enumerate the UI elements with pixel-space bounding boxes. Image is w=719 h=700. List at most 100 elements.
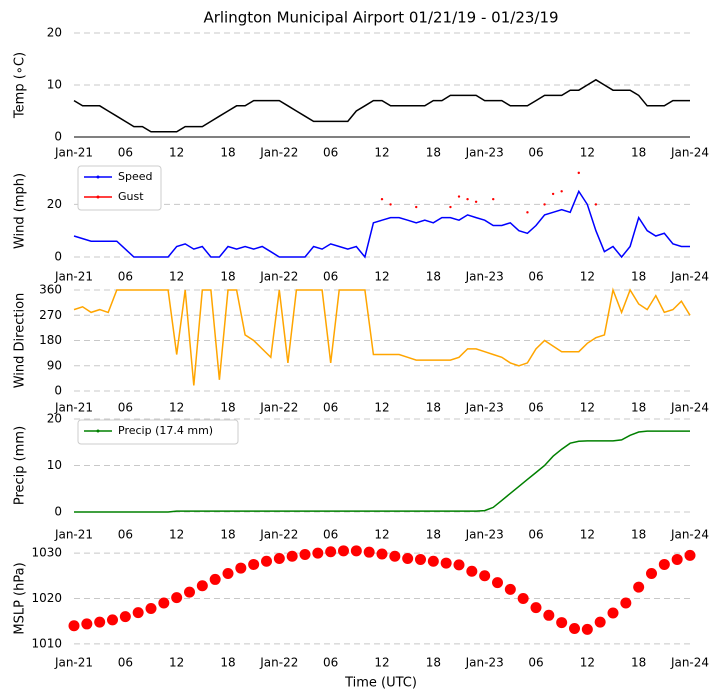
x-tick-label: 18: [631, 528, 646, 542]
x-tick-label: 12: [580, 270, 595, 284]
chart-title: Arlington Municipal Airport 01/21/19 - 0…: [203, 9, 558, 27]
data-point: [415, 205, 418, 209]
data-point: [556, 617, 568, 629]
data-point: [158, 597, 170, 609]
x-tick-label: 12: [169, 656, 184, 670]
data-point: [286, 550, 298, 562]
y-axis-label: MSLP (hPa): [13, 562, 28, 634]
data-point: [107, 614, 118, 626]
x-tick-label: 12: [580, 656, 595, 670]
legend-label: Gust: [118, 190, 144, 203]
x-axis-label: Time (UTC): [344, 676, 417, 691]
x-tick-label: 06: [323, 146, 338, 160]
x-tick-label: 18: [220, 528, 235, 542]
data-point: [530, 602, 542, 614]
x-tick-label: 12: [580, 528, 595, 542]
x-tick-label: 12: [374, 401, 389, 415]
data-point: [338, 545, 349, 557]
x-tick-label: 06: [118, 656, 133, 670]
series-line: [73, 78, 690, 133]
data-point: [526, 211, 529, 214]
data-point: [474, 200, 478, 203]
x-tick-label: 18: [426, 401, 441, 415]
data-point: [633, 581, 645, 593]
data-point: [479, 570, 491, 582]
y-tick-label: 0: [54, 130, 62, 144]
data-point: [350, 545, 362, 557]
x-tick-label: Jan-22: [259, 270, 298, 284]
x-tick-label: 06: [323, 270, 338, 284]
x-tick-label: Jan-23: [465, 656, 504, 670]
data-point: [235, 562, 247, 574]
x-tick-label: Jan-23: [465, 528, 504, 542]
data-point: [119, 611, 131, 623]
data-point: [427, 555, 439, 567]
data-point: [415, 553, 426, 565]
data-point: [551, 192, 555, 196]
x-tick-label: 06: [528, 270, 543, 284]
y-tick-label: 360: [39, 283, 62, 297]
y-tick-label: 20: [47, 412, 62, 426]
x-tick-label: Jan-23: [465, 270, 504, 284]
data-point: [543, 609, 555, 621]
data-point: [684, 549, 696, 561]
x-tick-label: 18: [220, 401, 235, 415]
y-tick-label: 0: [54, 505, 62, 519]
data-point: [607, 607, 619, 619]
data-point: [517, 593, 529, 604]
data-point: [466, 565, 478, 577]
data-point: [171, 592, 183, 604]
data-point: [594, 203, 598, 206]
x-tick-label: Jan-22: [259, 146, 298, 160]
data-point: [453, 559, 465, 571]
x-tick-label: Jan-21: [54, 528, 93, 542]
data-point: [389, 203, 392, 206]
x-tick-label: 06: [118, 146, 133, 160]
data-point: [402, 553, 414, 565]
x-tick-label: Jan-22: [259, 528, 298, 542]
x-tick-label: Jan-24: [670, 401, 709, 415]
x-tick-label: 12: [169, 528, 184, 542]
series-line: [73, 287, 691, 386]
series-line: [73, 189, 690, 259]
x-tick-label: 12: [169, 270, 184, 284]
data-point: [261, 555, 272, 567]
data-point: [457, 195, 461, 198]
data-point: [389, 550, 401, 562]
x-tick-label: 18: [631, 401, 646, 415]
x-tick-label: 18: [631, 146, 646, 160]
x-tick-label: Jan-24: [670, 528, 709, 542]
data-point: [440, 557, 452, 569]
legend-label: Precip (17.4 mm): [118, 424, 213, 437]
legend-marker: [96, 429, 100, 433]
x-tick-label: 18: [220, 656, 235, 670]
x-tick-label: 12: [580, 146, 595, 160]
data-point: [145, 602, 157, 614]
data-point: [273, 553, 285, 565]
x-tick-label: 06: [323, 401, 338, 415]
y-tick-label: 180: [39, 333, 62, 347]
x-tick-label: 12: [169, 146, 184, 160]
data-point: [671, 553, 683, 565]
x-tick-label: Jan-24: [670, 270, 709, 284]
x-tick-label: 06: [118, 270, 133, 284]
x-tick-label: Jan-24: [670, 146, 709, 160]
x-tick-label: 06: [323, 528, 338, 542]
y-tick-label: 20: [47, 26, 62, 40]
x-tick-label: 18: [426, 270, 441, 284]
legend-box: [77, 419, 239, 445]
x-tick-label: Jan-22: [259, 656, 298, 670]
x-tick-label: 06: [323, 656, 338, 670]
x-tick-label: 18: [426, 656, 441, 670]
data-point: [248, 558, 260, 570]
data-point: [325, 546, 337, 558]
legend: Precip (17.4 mm): [77, 419, 239, 445]
x-tick-label: 12: [374, 528, 389, 542]
x-tick-label: Jan-21: [54, 146, 93, 160]
data-point: [196, 580, 208, 592]
y-tick-label: 1010: [31, 636, 62, 650]
x-tick-label: 06: [118, 528, 133, 542]
y-tick-label: 0: [54, 250, 62, 264]
data-point: [376, 548, 388, 560]
